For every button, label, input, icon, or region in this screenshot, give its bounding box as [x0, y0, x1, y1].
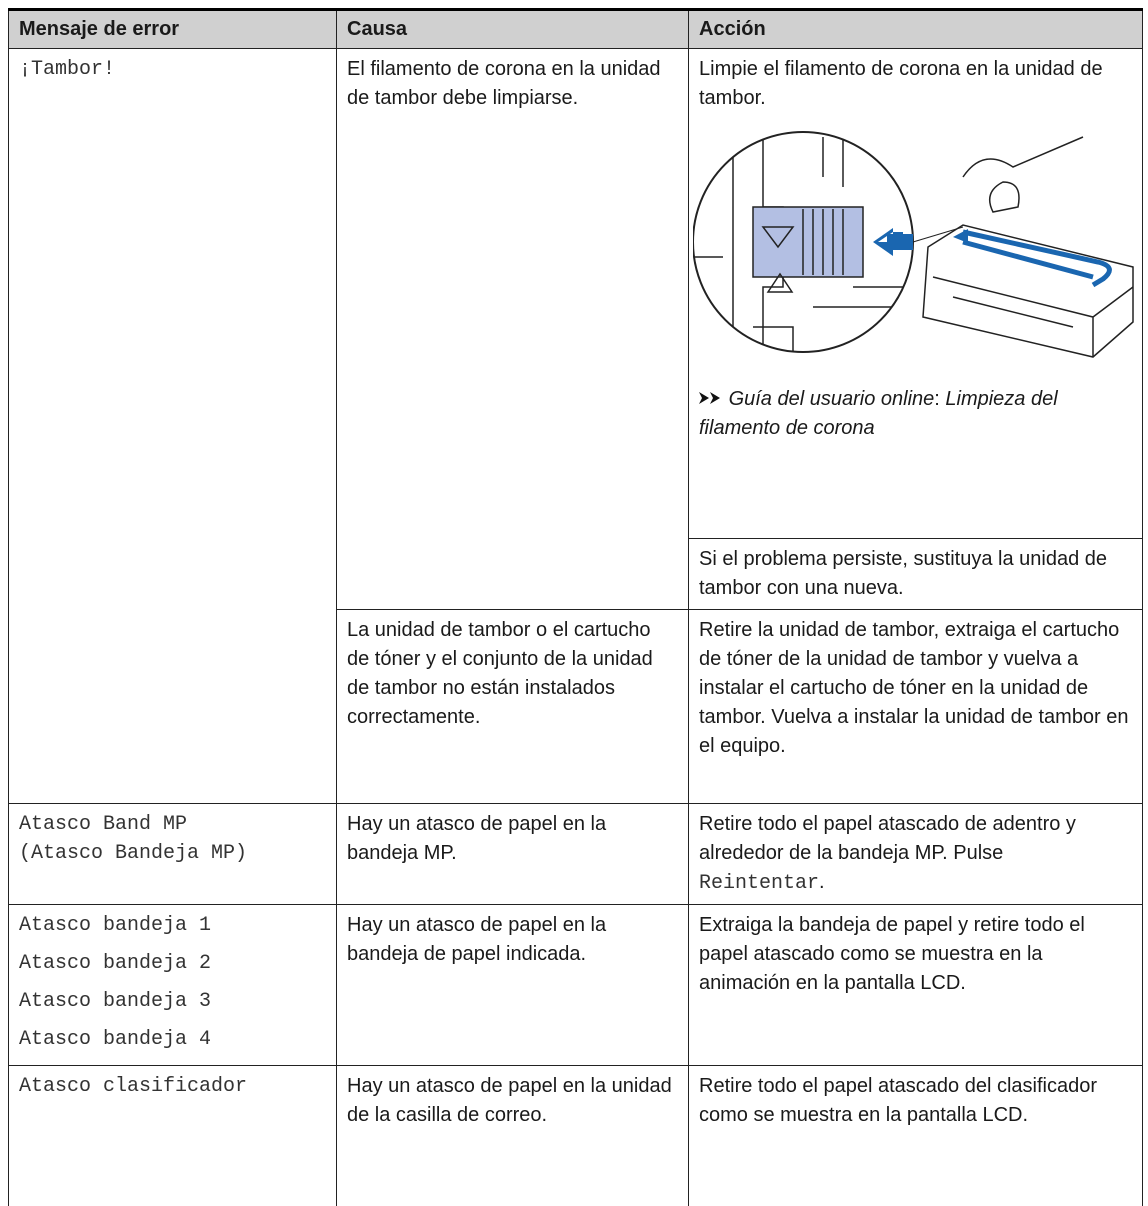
action-text: Retire todo el papel atascado de adentro… [699, 813, 1076, 864]
action-cell: Retire la unidad de tambor, extraiga el … [688, 609, 1143, 804]
cause-cell: La unidad de tambor o el cartucho de tón… [336, 609, 689, 804]
message-cell: Atasco clasificador [8, 1065, 337, 1206]
header-cell: Acción [688, 8, 1143, 49]
row: Atasco bandeja 1 Atasco bandeja 2 Atasco… [8, 904, 1143, 1066]
drum-illustration [693, 131, 1134, 358]
message-line: Atasco bandeja 1 [19, 914, 212, 937]
error-table: Mensaje de error Causa Acción ¡Tambor! E… [8, 8, 1143, 1206]
cause-cell: Hay un atasco de papel en la bandeja MP. [336, 803, 689, 905]
message-line: Atasco bandeja 2 [19, 952, 212, 975]
action-cell: Limpie el filamento de corona en la unid… [688, 48, 1143, 539]
message-cell: Atasco bandeja 1 Atasco bandeja 2 Atasco… [8, 904, 337, 1066]
header-cell: Causa [336, 8, 689, 49]
reference-guide: Guía del usuario online [728, 388, 935, 410]
cause-cell: Hay un atasco de papel en la bandeja de … [336, 904, 689, 1066]
row: ¡Tambor! El filamento de corona en la un… [8, 48, 1143, 804]
message-line: Atasco Band MP [19, 813, 188, 836]
action-cell: Si el problema persiste, sustituya la un… [688, 538, 1143, 610]
page: Mensajes de error {"table": { "header": … [8, 8, 1143, 1206]
instruction-verb: Pulse [953, 842, 1004, 864]
reference: Guía del usuario online: Limpieza del fi… [699, 385, 1132, 443]
message-cell: ¡Tambor! [8, 48, 337, 804]
cause-cell: Hay un atasco de papel en la unidad de l… [336, 1065, 689, 1206]
message-line: Atasco bandeja 3 [19, 990, 212, 1013]
instruction-button: Reintentar [699, 872, 820, 895]
reference-topic: Limpieza del filamento de corona [699, 388, 1058, 439]
reference-arrows [699, 392, 720, 404]
header-row: Mensaje de error Causa Acción [8, 8, 1143, 49]
message-cell: Atasco Band MP (Atasco Bandeja MP) [8, 803, 337, 905]
action-cell: Retire todo el papel atascado de adentro… [688, 803, 1143, 905]
action-cell: Extraiga la bandeja de papel y retire to… [688, 904, 1143, 1066]
message-line: (Atasco Bandeja MP) [19, 842, 248, 865]
action-cell: Retire todo el papel atascado del clasif… [688, 1065, 1143, 1206]
row: La unidad de tambor o el cartucho de tón… [9, 609, 1143, 804]
cause-cell: El filamento de corona en la unidad de t… [336, 48, 689, 610]
header-cell: Mensaje de error [8, 8, 337, 49]
page-body: Mensaje de error Causa Acción ¡Tambor! E… [8, 8, 1143, 1206]
row: Atasco Band MP (Atasco Bandeja MP) Hay u… [8, 803, 1143, 905]
row: Atasco clasificador Hay un atasco de pap… [8, 1065, 1143, 1206]
message-line: Atasco bandeja 4 [19, 1028, 212, 1051]
instruction-end: . [819, 871, 825, 893]
action-text: Limpie el filamento de corona en la unid… [699, 58, 1103, 109]
reference-separator: : [934, 388, 940, 410]
